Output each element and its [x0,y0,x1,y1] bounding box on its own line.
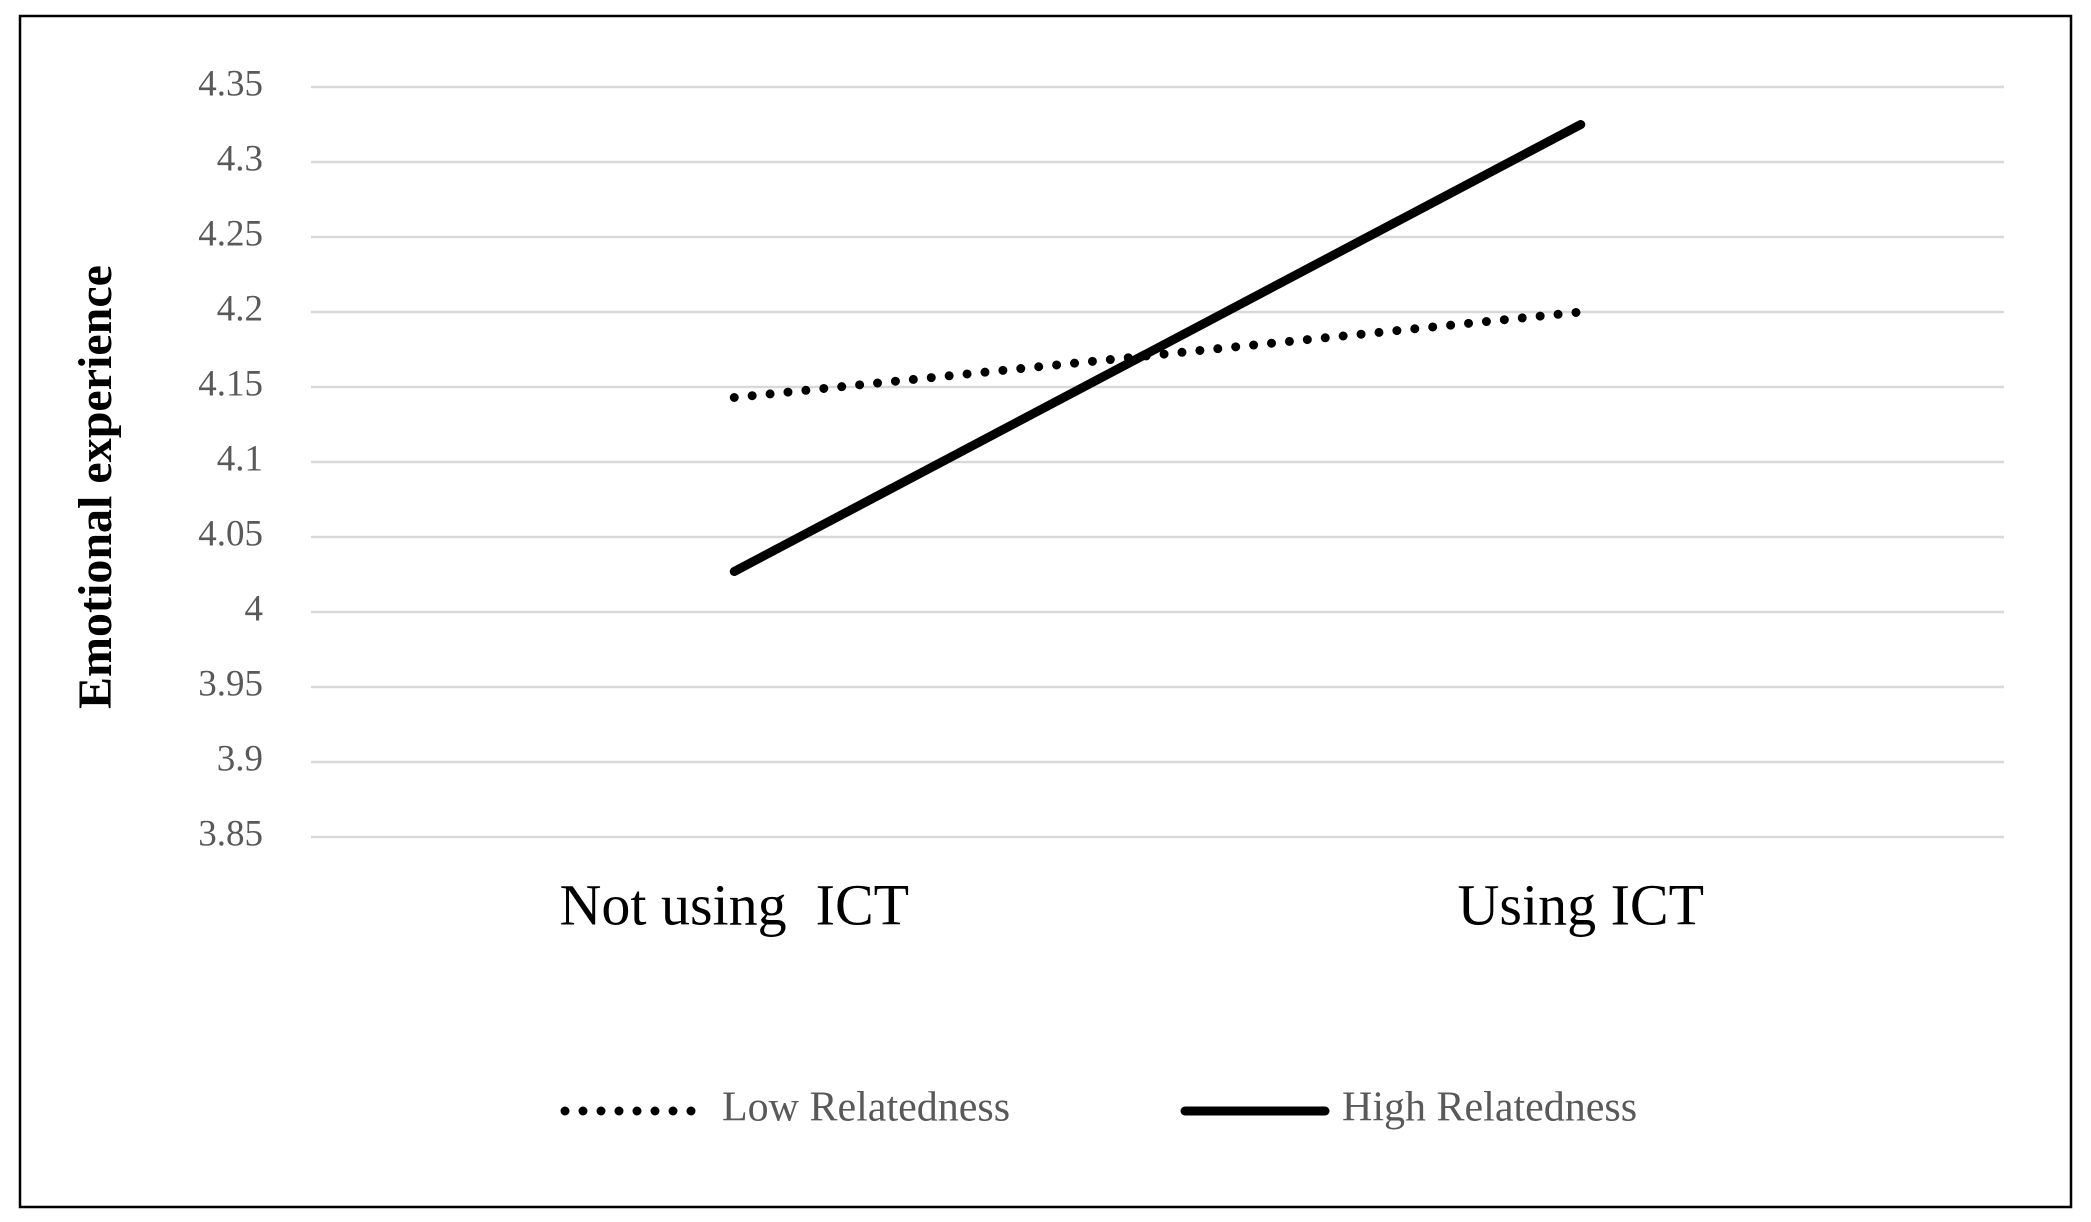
y-tick-label: 4.25 [198,213,263,254]
y-tick-label: 4.2 [217,288,263,329]
y-tick-label: 4 [245,588,264,629]
x-tick-label: Using ICT [1458,872,1705,937]
y-tick-label: 4.05 [198,513,263,554]
data-line [729,120,1586,576]
y-tick-label: 4.3 [217,138,263,179]
y-tick-label: 3.85 [198,813,263,854]
legend-label: High Relatedness [1342,1085,1637,1131]
data-line [729,307,1586,402]
y-tick-label: 4.1 [217,438,263,479]
y-tick-label: 3.95 [198,663,263,704]
legend-label: Low Relatedness [722,1085,1010,1131]
y-tick-label: 4.35 [198,63,263,104]
y-axis-label: Emotional experience [69,265,122,709]
y-tick-label: 3.9 [217,738,263,779]
x-tick-label: Not using ICT [559,872,909,937]
y-tick-label: 4.15 [198,363,263,404]
